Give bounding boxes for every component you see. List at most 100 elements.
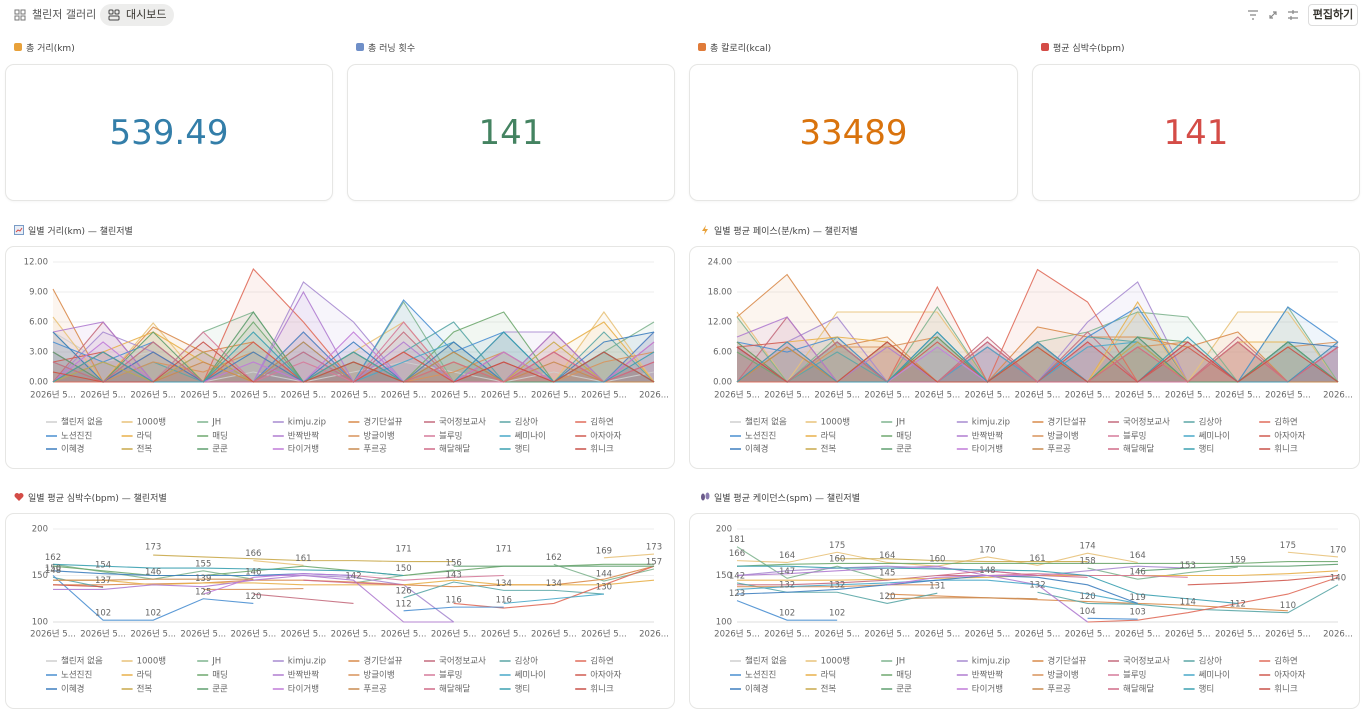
legend-label: 쿤쿤 (212, 685, 228, 695)
data-label: 159 (1230, 556, 1246, 566)
stat-icon (698, 43, 706, 51)
series-line (52, 584, 104, 588)
x-tick-label: 2026년 5... (80, 629, 126, 640)
series-line (52, 341, 655, 383)
series-line (736, 561, 1338, 567)
legend-label: 이혜경 (745, 444, 768, 455)
legend-label: 김하연 (1274, 656, 1297, 667)
chart: 0.00 3.00 6.00 9.00 12.00 2026년 5... 2026년 5..… (24, 258, 669, 455)
chart-heading: 일별 평균 심박수(bpm) — 챌린저별 (14, 491, 167, 504)
legend-label: 타이거뱅 (972, 684, 1003, 695)
data-label: 148 (45, 566, 61, 576)
data-label: 134 (496, 579, 512, 589)
legend-label: 1000뱅 (821, 417, 850, 428)
chart-icon (701, 492, 710, 501)
data-label: 170 (979, 545, 995, 555)
series-area (737, 317, 1338, 382)
data-label: 102 (95, 609, 111, 619)
legend-label: kimju.zip (288, 657, 326, 667)
chart-title: 일별 거리(km) — 챌린저별 (28, 226, 133, 237)
series-area (53, 289, 654, 382)
series-area (737, 332, 1338, 382)
legend-label: 행티 (1199, 684, 1215, 695)
y-tick-label: 6.00 (29, 318, 48, 328)
y-tick-label: 18.00 (708, 288, 732, 298)
y-tick-label: 150 (32, 571, 48, 581)
legend-label: 쎄미나이 (1199, 431, 1230, 442)
dashboard-tab[interactable]: 대시보드 (100, 4, 175, 26)
series-line (453, 565, 655, 609)
data-label: 162 (45, 553, 61, 563)
edit-button[interactable]: 편집하기 (1308, 4, 1358, 26)
legend-label: 블루밍 (1123, 670, 1146, 681)
legend-label: 쎄미나이 (1199, 670, 1230, 681)
legend-label: 매딩 (212, 431, 228, 442)
series-area (737, 337, 1338, 382)
chart-title: 일별 평균 심박수(bpm) — 챌린저별 (28, 493, 167, 504)
legend-label: JH (895, 418, 905, 428)
series-line (1187, 574, 1339, 586)
stat-title: 총 거리(km) (26, 43, 75, 54)
legend-label: 라딕 (137, 670, 153, 681)
legend-label: 타이거뱅 (288, 444, 319, 455)
series-area (737, 307, 1338, 382)
data-label: 164 (1130, 551, 1146, 561)
x-tick-label: 2026년 5... (581, 390, 627, 401)
chart-heading: 일별 평균 페이스(분/km) — 챌린저별 (700, 224, 858, 237)
x-tick-label: 2026년 5... (1165, 390, 1211, 401)
x-tick-label: 2026년 5... (130, 390, 176, 401)
legend-label: 챌린저 없음 (61, 656, 103, 667)
data-label: 156 (446, 558, 462, 568)
legend-label: 휘니크 (590, 444, 614, 455)
x-tick-label: 2026년 5... (1215, 390, 1261, 401)
data-label: 140 (1330, 573, 1346, 583)
data-label: 148 (979, 566, 995, 576)
legend-label: 라딕 (137, 431, 153, 442)
data-label: 175 (829, 541, 845, 551)
series-line (737, 565, 1238, 604)
data-label: 142 (729, 571, 745, 581)
data-label: 157 (646, 557, 662, 567)
x-tick-label: 2026년 5... (531, 629, 577, 640)
gallery-tab[interactable]: 챌린저 갤러리 (6, 4, 104, 26)
x-tick-label: 2026년 5... (914, 390, 960, 401)
legend-label: 푸르공 (1047, 445, 1071, 455)
series-area (53, 312, 654, 382)
y-tick-label: 0.00 (29, 378, 48, 388)
legend-label: 방글이뱅 (1047, 670, 1078, 681)
stat-value: 141 (1163, 112, 1229, 153)
data-label: 112 (1230, 599, 1246, 609)
legend-label: 국어정보교사 (439, 656, 486, 667)
series-line (937, 570, 1088, 578)
legend-label: 노션진진 (745, 670, 776, 681)
series-line (203, 587, 304, 590)
legend-label: 해달해달 (1123, 444, 1154, 455)
series-line (736, 600, 838, 621)
legend-label: 타이거뱅 (288, 684, 319, 695)
x-tick-label: 2026년 5... (1265, 629, 1311, 640)
stat-icon (356, 43, 364, 51)
data-label: 143 (446, 571, 462, 581)
chart-icon (14, 493, 24, 501)
data-label: 139 (195, 574, 211, 584)
data-label: 166 (729, 549, 745, 559)
legend-label: kimju.zip (972, 418, 1010, 428)
toolbar-icons[interactable] (1246, 8, 1304, 22)
data-label: 134 (546, 579, 562, 589)
legend-label: 반짝반짝 (288, 431, 319, 442)
legend-label: 블루밍 (1123, 431, 1146, 442)
chart-panel: 0.00 6.00 12.00 18.00 24.00 2026년 5... 2026년 5… (689, 246, 1360, 469)
legend-label: 국어정보교사 (1123, 417, 1170, 428)
series-area (737, 337, 1338, 382)
data-label: 132 (779, 581, 795, 591)
data-label: 146 (145, 568, 161, 578)
series-area (737, 302, 1338, 382)
stat-icon (1041, 43, 1049, 51)
x-tick-label: 2026년 5... (764, 629, 810, 640)
legend-label: 라딕 (821, 670, 837, 681)
x-tick-label: 2026년 5... (965, 629, 1011, 640)
legend-label: 아자아자 (1274, 431, 1305, 442)
legend-label: 김하연 (1274, 417, 1297, 428)
series-area (53, 332, 654, 382)
